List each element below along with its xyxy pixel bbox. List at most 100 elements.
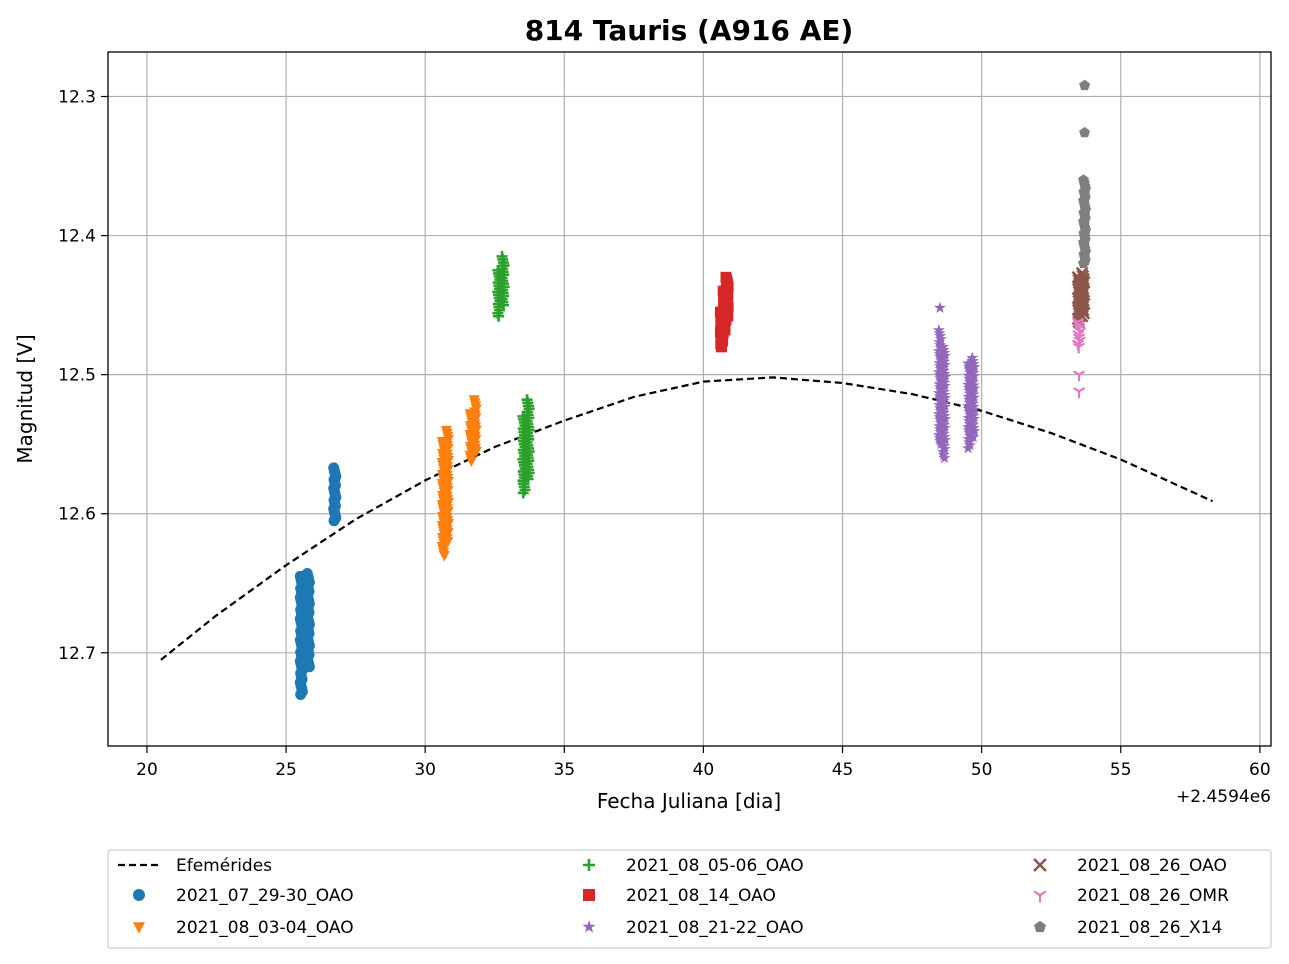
legend-item: 2021_08_03-04_OAO xyxy=(133,918,354,938)
legend-item: 2021_08_26_X14 xyxy=(1034,918,1222,938)
legend-label: 2021_08_21-22_OAO xyxy=(626,918,804,938)
legend-marker xyxy=(133,889,145,901)
data-point xyxy=(962,442,975,454)
series-2021_08_03-04_OAO xyxy=(436,395,482,562)
ephemeris-line xyxy=(160,376,1214,661)
x-axis: 20 25 30 35 40 45 50 55 60 xyxy=(136,746,1271,780)
y-axis-label: Magnitud [V] xyxy=(13,334,37,463)
data-point xyxy=(295,689,307,701)
data-point xyxy=(968,403,981,415)
data-point xyxy=(715,341,727,353)
data-point xyxy=(968,391,980,403)
data-point xyxy=(939,391,952,404)
legend-marker xyxy=(1033,890,1047,903)
data-point xyxy=(328,515,340,527)
y-tick-label: 12.6 xyxy=(58,505,96,525)
x-tick-label: 20 xyxy=(136,760,158,780)
x-tick-label: 40 xyxy=(693,760,715,780)
data-point xyxy=(938,442,951,455)
data-point xyxy=(493,310,505,322)
data-point xyxy=(720,313,732,325)
data-point xyxy=(968,360,981,373)
legend-marker xyxy=(583,889,595,901)
y-tick-label: 12.4 xyxy=(58,227,96,247)
data-point xyxy=(938,451,951,464)
data-point xyxy=(938,358,951,370)
data-point xyxy=(465,456,477,467)
legend-box xyxy=(107,849,1272,949)
legend-label: 2021_08_05-06_OAO xyxy=(626,856,804,876)
data-point xyxy=(438,551,450,562)
legend-label: Efemérides xyxy=(176,856,272,876)
data-point xyxy=(968,424,981,437)
data-point xyxy=(1075,309,1089,323)
x-tick-label: 30 xyxy=(414,760,436,780)
points-layer xyxy=(294,79,1092,701)
x-tick-label: 45 xyxy=(832,760,854,780)
data-point xyxy=(938,421,951,434)
data-point xyxy=(497,299,509,311)
data-point xyxy=(1072,387,1086,398)
x-tick-label: 50 xyxy=(971,760,993,780)
legend-item: 2021_08_26_OMR xyxy=(1033,886,1229,906)
legend-item: 2021_07_29-30_OAO xyxy=(133,886,354,906)
data-point xyxy=(968,412,980,425)
data-point xyxy=(967,430,980,443)
data-point xyxy=(938,400,951,413)
legend-item: Efemérides xyxy=(118,856,272,876)
legend-label: 2021_08_14_OAO xyxy=(626,886,776,906)
x-tick-label: 60 xyxy=(1249,760,1271,780)
legend-item: 2021_08_21-22_OAO xyxy=(582,918,804,938)
data-point xyxy=(442,537,454,548)
legend-item: 2021_08_26_OAO xyxy=(1033,856,1227,876)
series-2021_07_29-30_OAO xyxy=(294,462,342,701)
y-axis: 12.3 12.4 12.5 12.6 12.7 xyxy=(58,88,108,664)
series-2021_08_14_OAO xyxy=(714,271,734,353)
data-point xyxy=(1072,342,1085,354)
legend: Efemérides 2021_07_29-30_OAO 2021_08_03-04… xyxy=(107,849,1272,949)
data-point xyxy=(933,301,946,313)
legend-label: 2021_08_26_X14 xyxy=(1077,918,1222,938)
data-point xyxy=(717,327,729,339)
legend-label: 2021_08_26_OMR xyxy=(1077,886,1229,906)
data-point xyxy=(1079,126,1091,138)
legend-item: 2021_08_05-06_OAO xyxy=(583,856,804,876)
data-point xyxy=(522,473,534,485)
x-axis-label: Fecha Juliana [dia] xyxy=(597,789,781,813)
data-point xyxy=(963,439,976,451)
legend-label: 2021_08_26_OAO xyxy=(1077,856,1227,876)
series-2021_08_05-06_OAO xyxy=(492,250,535,499)
legend-marker xyxy=(582,920,596,933)
x-tick-label: 25 xyxy=(275,760,297,780)
legend-marker xyxy=(1034,920,1046,933)
data-point xyxy=(968,369,980,382)
series-2021_08_21-22_OAO xyxy=(932,301,981,464)
series-2021_08_26_OAO xyxy=(1071,266,1091,329)
legend-item: 2021_08_14_OAO xyxy=(583,886,776,906)
legend-marker xyxy=(133,922,145,934)
series-2021_08_26_OMR xyxy=(1071,317,1087,398)
data-point xyxy=(1078,257,1089,269)
data-point xyxy=(1072,370,1086,382)
legend-label: 2021_07_29-30_OAO xyxy=(176,886,354,906)
data-point xyxy=(939,370,952,382)
plot-frame xyxy=(107,51,1272,747)
grid xyxy=(108,52,1271,746)
data-point xyxy=(517,487,529,499)
legend-label: 2021_08_03-04_OAO xyxy=(176,918,354,938)
data-point xyxy=(938,379,951,392)
y-tick-label: 12.5 xyxy=(58,366,96,386)
data-point xyxy=(934,341,947,354)
x-tick-label: 35 xyxy=(553,760,575,780)
x-tick-label: 55 xyxy=(1110,760,1132,780)
series-2021_08_26_X14 xyxy=(1078,79,1092,269)
data-point xyxy=(939,349,952,361)
data-point xyxy=(934,332,947,345)
chart-title: 814 Tauris (A916 AE) xyxy=(525,14,854,47)
data-point xyxy=(303,661,315,673)
y-tick-label: 12.7 xyxy=(58,644,96,664)
x-offset-label: +2.4594e6 xyxy=(1176,787,1271,807)
legend-marker xyxy=(583,859,595,871)
